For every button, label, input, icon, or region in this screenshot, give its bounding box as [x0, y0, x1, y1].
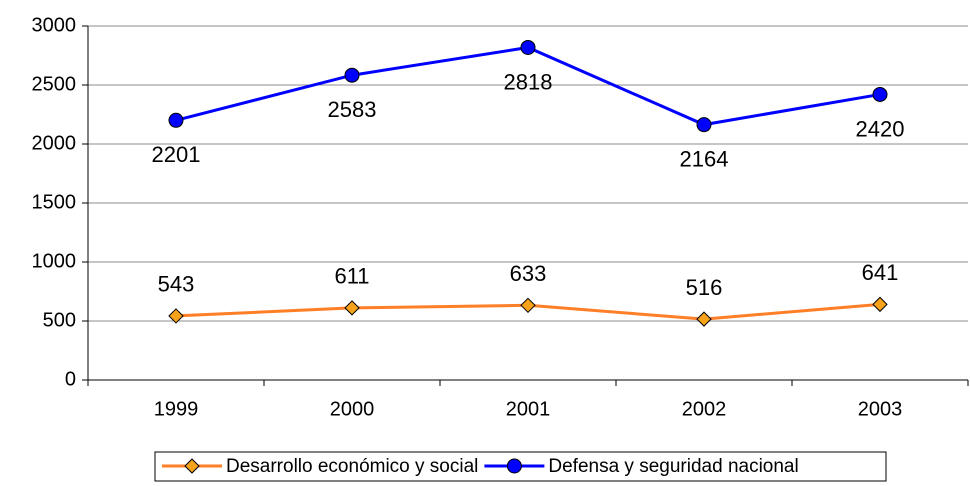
data-point	[520, 297, 536, 314]
data-label: 2818	[504, 69, 553, 94]
data-label: 516	[686, 275, 723, 300]
x-tick-label: 2000	[330, 398, 375, 420]
x-tick-label: 2003	[858, 398, 903, 420]
x-tick-label: 2001	[506, 398, 551, 420]
y-tick-label: 2000	[32, 132, 77, 154]
y-tick-label: 2500	[32, 73, 77, 95]
data-label: 543	[158, 272, 195, 297]
data-point	[168, 112, 184, 128]
legend-label: Desarrollo económico y social	[226, 456, 478, 477]
legend-marker	[506, 458, 522, 474]
data-point	[520, 39, 536, 55]
data-label: 633	[510, 261, 547, 286]
data-label: 611	[334, 264, 369, 289]
data-point	[872, 296, 888, 313]
data-label: 2201	[152, 142, 201, 167]
data-label: 2164	[680, 146, 729, 171]
data-point	[168, 308, 184, 324]
legend-label: Defensa y seguridad nacional	[548, 456, 798, 477]
data-point	[696, 311, 712, 327]
x-tick-label: 2002	[682, 398, 727, 420]
y-tick-label: 3000	[32, 14, 77, 36]
y-tick-label: 1000	[32, 250, 77, 272]
data-label: 2420	[856, 116, 905, 141]
x-tick-label: 1999	[154, 398, 199, 420]
y-tick-label: 500	[43, 309, 76, 331]
data-point	[872, 86, 888, 102]
data-label: 641	[862, 260, 899, 285]
data-point	[344, 300, 360, 316]
data-label: 2583	[328, 97, 377, 122]
y-tick-label: 1500	[32, 191, 77, 213]
y-tick-label: 0	[65, 368, 76, 390]
data-point	[344, 67, 360, 83]
data-point	[696, 117, 712, 133]
legend-marker	[184, 458, 200, 474]
